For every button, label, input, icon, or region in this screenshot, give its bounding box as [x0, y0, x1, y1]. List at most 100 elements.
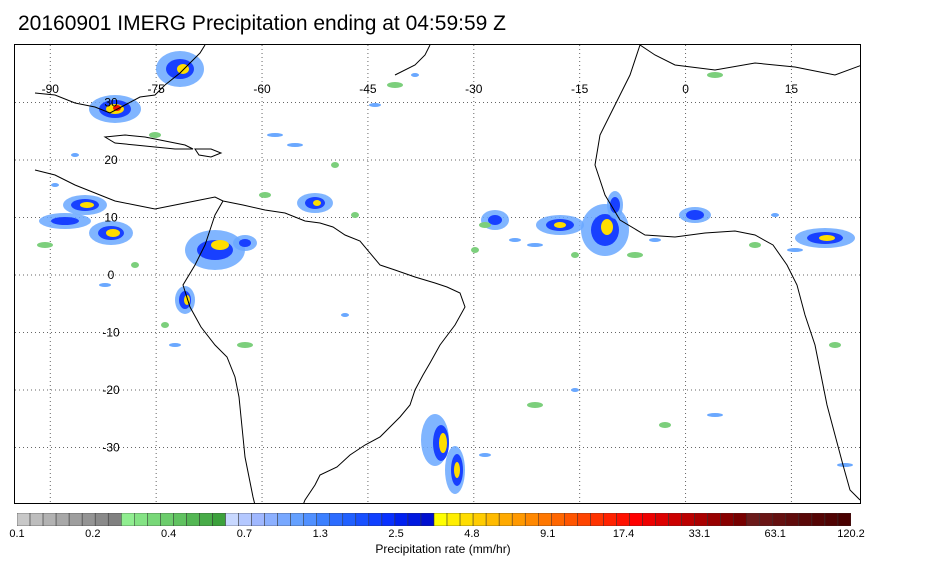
- longitude-label: -75: [147, 82, 165, 96]
- precip-speck: [259, 192, 271, 198]
- precip-cell: [313, 200, 321, 206]
- precip-speck: [829, 342, 841, 348]
- colorbar-swatch: [616, 513, 630, 526]
- precip-cell: [113, 105, 121, 111]
- latitude-label: -30: [102, 441, 120, 455]
- precip-cell: [610, 197, 620, 213]
- colorbar-swatch: [264, 513, 278, 526]
- colorbar-swatch: [538, 513, 552, 526]
- colorbar-swatch: [342, 513, 357, 526]
- colorbar-swatch: [603, 513, 617, 526]
- precip-cell: [106, 229, 120, 237]
- latitude-label: 30: [104, 96, 118, 110]
- longitude-label: -45: [359, 82, 377, 96]
- colorbar-swatch: [121, 513, 135, 526]
- colorbar-tick: 1.3: [312, 528, 328, 540]
- colorbar-tick: 4.8: [464, 528, 480, 540]
- precip-speck: [237, 342, 253, 348]
- central-america-coastline: [34, 169, 224, 210]
- precip-speck: [387, 82, 403, 88]
- colorbar-swatch: [798, 513, 813, 526]
- colorbar-swatch: [629, 513, 643, 526]
- precip-speck: [37, 242, 53, 248]
- colorbar-swatch: [160, 513, 174, 526]
- longitude-label: -90: [42, 82, 60, 96]
- colorbar-tick: 17.4: [612, 528, 635, 540]
- latitude-label: -20: [102, 383, 120, 397]
- colorbar-swatch: [642, 513, 656, 526]
- precip-speck: [659, 422, 671, 428]
- colorbar-swatch: [55, 513, 70, 526]
- colorbar-swatch: [446, 513, 461, 526]
- colorbar-swatch: [746, 513, 761, 526]
- precip-cell: [239, 239, 251, 247]
- hispaniola-outline: [194, 148, 223, 158]
- colorbar-swatch: [290, 513, 304, 526]
- precip-cell: [80, 202, 94, 208]
- precip-speck: [479, 453, 491, 457]
- colorbar-tick: 0.7: [236, 528, 253, 540]
- precip-speck: [161, 322, 169, 328]
- precip-speck: [771, 213, 779, 217]
- colorbar-swatch: [564, 513, 578, 526]
- colorbar-swatch: [173, 513, 187, 526]
- colorbar-swatch: [485, 513, 500, 526]
- precip-speck: [571, 388, 579, 392]
- precip-cell: [686, 210, 704, 220]
- map-svg: -90 -75 -60 -45 -30 -15 0 15 30 20 10 0 -10 -20 -30: [15, 45, 860, 503]
- colorbar-swatch: [668, 513, 682, 526]
- colorbar-swatch: [303, 513, 317, 526]
- graticule: [15, 45, 860, 503]
- colorbar-tick: 63.1: [764, 528, 786, 540]
- colorbar-swatch: [94, 513, 109, 526]
- colorbar-tick: 33.1: [688, 528, 711, 540]
- precipitation-map: -90 -75 -60 -45 -30 -15 0 15 30 20 10 0 -10 -20 -30: [14, 44, 861, 504]
- precip-speck: [509, 238, 521, 242]
- africa-north-coastline: [639, 45, 860, 76]
- colorbar-swatch: [107, 513, 122, 526]
- precip-speck: [411, 73, 419, 77]
- colorbar-swatch: [433, 513, 448, 526]
- colorbar-swatch: [316, 513, 330, 526]
- colorbar-swatch: [212, 513, 226, 526]
- colorbar-swatch: [551, 513, 565, 526]
- colorbar-label: Precipitation rate (mm/hr): [375, 542, 511, 556]
- colorbar-tick: 9.1: [540, 528, 556, 540]
- colorbar-swatch: [277, 513, 291, 526]
- precip-speck: [707, 413, 723, 417]
- precip-speck: [571, 252, 579, 258]
- precip-speck: [471, 247, 479, 253]
- precip-speck: [149, 132, 161, 138]
- precip-speck: [131, 262, 139, 268]
- precip-speck: [351, 212, 359, 218]
- precip-cell: [51, 217, 79, 225]
- colorbar-swatch: [785, 513, 800, 526]
- precip-speck: [749, 242, 761, 248]
- precip-speck: [267, 133, 283, 137]
- colorbar-swatch: [368, 513, 383, 526]
- colorbar-swatch: [394, 513, 409, 526]
- colorbar-swatch: [759, 513, 774, 526]
- map-title: 20160901 IMERG Precipitation ending at 0…: [18, 12, 506, 35]
- colorbar-swatch: [655, 513, 669, 526]
- africa-coastline: [594, 45, 860, 501]
- colorbar-swatch: [577, 513, 591, 526]
- precip-speck: [331, 162, 339, 168]
- colorbar-swatch: [837, 513, 851, 526]
- colorbar-swatch: [199, 513, 213, 526]
- precip-cell: [554, 222, 566, 228]
- colorbar-swatch: [772, 513, 787, 526]
- precip-cell: [439, 433, 447, 453]
- colorbar-swatch: [17, 513, 31, 526]
- colorbar-swatch: [420, 513, 435, 526]
- colorbar-tick: 120.2: [837, 528, 865, 540]
- colorbar: [17, 513, 851, 526]
- colorbar-swatch: [81, 513, 96, 526]
- colorbar-swatch: [225, 513, 239, 526]
- precip-speck: [287, 143, 303, 147]
- colorbar-tick: 0.4: [160, 528, 177, 540]
- colorbar-swatch: [498, 513, 513, 526]
- colorbar-swatch: [824, 513, 839, 526]
- longitude-label: 15: [785, 82, 799, 96]
- colorbar-swatch: [733, 513, 747, 526]
